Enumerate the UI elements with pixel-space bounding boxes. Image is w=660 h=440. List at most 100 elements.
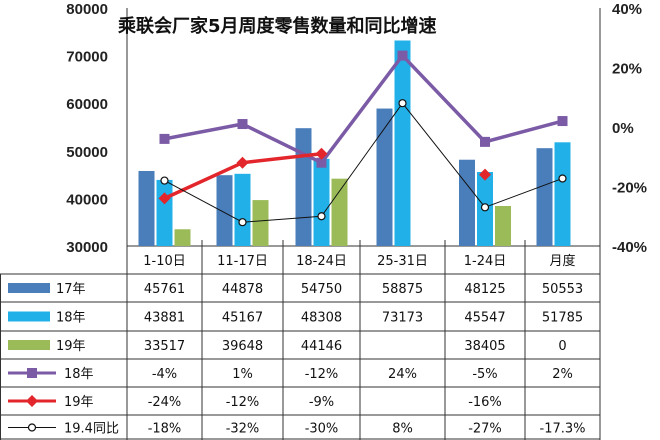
left-axis-ticks: 30000 40000 50000 60000 70000 80000	[66, 1, 108, 256]
point-line3-5	[480, 203, 490, 212]
data-label-r1-c4: 58875	[382, 282, 423, 297]
category-label-6: 月度	[549, 253, 575, 269]
legend-label-2: 18年	[56, 311, 86, 326]
bar-s1-4	[376, 108, 393, 247]
bar-s3-1	[174, 229, 191, 246]
category-label-1: 1-10日	[143, 254, 186, 269]
data-label-r1-c3: 54750	[301, 282, 342, 297]
y-left-tick-70000: 70000	[66, 49, 108, 66]
data-label-r4-c4: 24%	[388, 367, 417, 382]
bar-marks	[138, 40, 571, 247]
y-left-tick-50000: 50000	[66, 144, 108, 161]
data-label-r5-c3: -9%	[309, 395, 334, 410]
data-label-r4-c2: 1%	[232, 367, 253, 382]
data-label-r4-c3: -12%	[305, 367, 339, 382]
table-grid	[0, 8, 601, 440]
y-right-tick-40: 40%	[612, 1, 642, 18]
y-left-tick-40000: 40000	[66, 191, 108, 208]
bar-s2-4	[394, 40, 411, 246]
legend-marker-6	[27, 423, 37, 432]
data-label-r1-c1: 45761	[144, 282, 185, 297]
category-label-3: 18-24日	[296, 254, 347, 269]
point-line3-4	[398, 99, 407, 108]
data-label-r6-c5: -27%	[468, 422, 502, 437]
point-line1-6	[557, 116, 568, 127]
legend-label-5: 19年	[64, 395, 94, 410]
line-marks	[158, 50, 568, 227]
right-axis-ticks: -40% -20% 0% 20% 40%	[612, 1, 647, 256]
point-line1-3	[316, 157, 327, 168]
legend-label-1: 17年	[56, 282, 86, 297]
data-label-r1-c6: 50553	[542, 282, 583, 297]
point-line1-5	[480, 136, 490, 147]
category-label-5: 1-24日	[464, 254, 507, 269]
data-label-r6-c1: -18%	[148, 422, 182, 437]
bar-s1-5	[459, 159, 475, 246]
line-1-segment	[164, 53, 563, 165]
data-label-r2-c6: 51785	[542, 311, 583, 326]
bar-s2-3	[313, 158, 330, 246]
y-left-tick-80000: 80000	[66, 1, 108, 18]
data-label-r4-c6: 2%	[552, 367, 573, 382]
y-left-tick-60000: 60000	[66, 96, 108, 113]
category-label-4: 25-31日	[377, 254, 428, 269]
bar-s1-2	[216, 175, 233, 246]
data-label-r1-c5: 48125	[464, 282, 505, 297]
point-line1-4	[397, 50, 408, 61]
data-label-r6-c4: 8%	[392, 422, 413, 437]
bar-s1-1	[138, 170, 155, 246]
data-label-r1-c2: 44878	[222, 282, 263, 297]
legend-key-2	[8, 311, 50, 322]
data-label-r5-c5: -16%	[468, 395, 502, 410]
y-right-tick-20: 20%	[612, 61, 642, 78]
data-label-r4-c5: -5%	[472, 367, 497, 382]
bar-s2-6	[554, 142, 571, 246]
line-3-segment	[164, 102, 563, 223]
legend-label-6: 19.4同比	[64, 422, 119, 437]
legend-marker-4	[27, 368, 37, 378]
data-label-r5-c1: -24%	[148, 395, 182, 410]
category-label-2: 11-17日	[217, 254, 268, 269]
bar-s3-5	[495, 205, 511, 246]
data-label-r3-c5: 38405	[464, 339, 505, 354]
y-right-tick-0: 0%	[612, 120, 634, 137]
bar-s3-3	[331, 178, 348, 246]
point-line1-1	[159, 133, 170, 144]
legend-key-1	[8, 283, 50, 293]
data-label-r3-c6: 0	[558, 339, 566, 354]
data-label-r6-c3: -30%	[305, 422, 339, 437]
data-label-r2-c4: 73173	[382, 311, 423, 326]
data-label-r2-c1: 43881	[144, 311, 185, 326]
y-right-tick-40: -40%	[612, 239, 647, 256]
bar-s3-2	[252, 200, 269, 246]
data-label-r5-c2: -12%	[226, 395, 260, 410]
legend-label-3: 19年	[56, 339, 86, 354]
data-label-r6-c2: -32%	[226, 422, 260, 437]
data-label-r3-c2: 39648	[222, 339, 263, 354]
bar-s2-2	[234, 173, 251, 246]
data-label-r2-c2: 45167	[222, 311, 263, 326]
legend-key-3	[8, 340, 50, 350]
point-line2-3	[315, 147, 328, 160]
y-right-tick-20: -20%	[612, 180, 647, 197]
data-label-r3-c3: 44146	[301, 339, 342, 354]
data-label-r4-c1: -4%	[152, 367, 177, 382]
point-line2-1	[158, 192, 171, 205]
point-line3-1	[160, 176, 169, 185]
bar-s2-1	[156, 179, 173, 246]
legend-label-4: 18年	[64, 367, 94, 382]
data-label-r3-c1: 33517	[144, 339, 185, 354]
data-label-r2-c3: 48308	[301, 311, 342, 326]
data-label-r2-c5: 45547	[464, 311, 505, 326]
data-table: 1-10日 11-17日 18-24日 25-31日 1-24日 月度 17年 45761 44…	[8, 253, 586, 437]
point-line3-3	[317, 212, 326, 221]
point-line2-5	[479, 168, 491, 181]
point-line3-2	[238, 218, 247, 227]
bar-s1-6	[536, 148, 553, 246]
point-line3-6	[558, 174, 567, 183]
y-left-tick-30000: 30000	[66, 239, 108, 256]
legend-marker-5	[26, 395, 38, 407]
point-line2-2	[236, 156, 249, 169]
point-line1-2	[237, 119, 248, 130]
